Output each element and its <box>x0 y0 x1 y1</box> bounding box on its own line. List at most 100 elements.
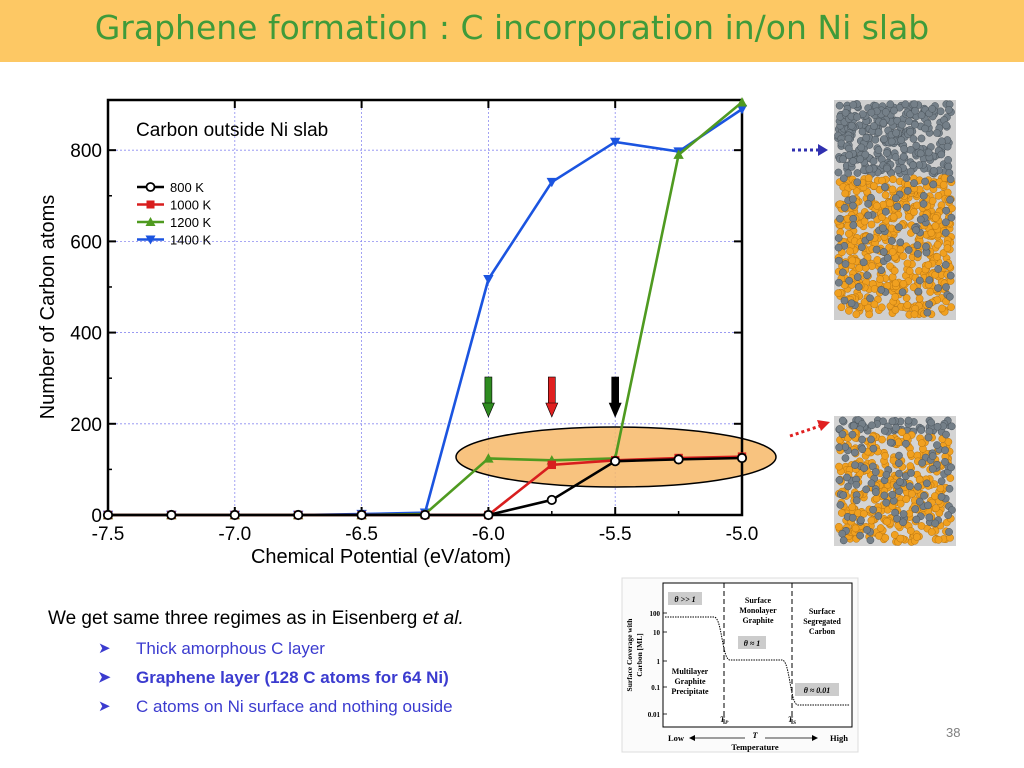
atom <box>853 113 861 121</box>
atom <box>860 298 869 306</box>
atom <box>921 177 929 186</box>
data-point <box>483 453 494 463</box>
atom <box>885 199 894 208</box>
atom <box>847 299 856 308</box>
atom <box>910 179 918 188</box>
data-point <box>145 217 156 226</box>
series-800-K <box>102 452 748 521</box>
atom <box>881 191 890 199</box>
atom <box>881 533 890 542</box>
y-tick-label: 0 <box>91 506 102 527</box>
atom <box>870 182 878 190</box>
atom <box>923 308 932 317</box>
atom <box>867 435 875 444</box>
atom <box>917 111 926 120</box>
atom <box>942 283 950 291</box>
atom <box>892 423 900 432</box>
atom <box>865 165 874 173</box>
regime-chart: 100 10 1 0.1 0.01 θ >> 1 θ ≈ 1 θ ≈ 0.01 Multilay… <box>621 577 859 753</box>
atom <box>841 189 850 198</box>
atom <box>924 433 933 442</box>
atom <box>942 430 950 439</box>
data-point <box>166 509 177 521</box>
atom <box>948 506 956 514</box>
atom <box>852 496 861 505</box>
atom <box>858 435 866 444</box>
regime-arrow <box>611 376 620 406</box>
atom <box>863 271 871 280</box>
atom <box>852 310 861 319</box>
data-point <box>546 177 557 188</box>
atom <box>917 439 926 448</box>
atom <box>912 226 920 234</box>
atom <box>867 108 876 117</box>
atom <box>947 463 955 472</box>
atom <box>843 473 851 482</box>
regime-marker: T <box>720 715 726 724</box>
bullet-item: ➤ Thick amorphous C layer <box>48 639 608 662</box>
atom <box>946 175 955 184</box>
atom <box>924 261 933 269</box>
atom <box>889 175 897 184</box>
atom <box>921 124 929 133</box>
atom <box>883 149 891 157</box>
atom <box>869 444 878 453</box>
lead-italic: et al. <box>422 608 464 629</box>
y-axis-label: Number of Carbon atoms <box>37 195 59 420</box>
atom <box>834 234 843 242</box>
atom <box>873 256 882 264</box>
atom <box>880 491 889 500</box>
regime-arrow-head <box>481 402 495 418</box>
atom <box>888 248 897 256</box>
atom <box>942 121 951 130</box>
atom <box>845 306 853 315</box>
atom <box>845 276 853 285</box>
bullet-arrow-icon: ➤ <box>98 669 111 686</box>
atom <box>896 245 905 254</box>
atom <box>918 459 926 467</box>
atom <box>888 490 897 499</box>
atom <box>835 101 844 110</box>
atom <box>934 265 943 273</box>
atom <box>852 187 861 196</box>
atom <box>944 162 953 171</box>
pointer-arrow-head <box>818 144 828 156</box>
atom <box>900 145 908 153</box>
atom <box>941 218 950 227</box>
data-point <box>146 200 155 209</box>
atom <box>902 433 911 441</box>
atom <box>943 142 952 151</box>
atom <box>919 191 928 200</box>
atom <box>944 156 952 164</box>
atom <box>941 458 949 466</box>
atom <box>857 243 866 252</box>
atom <box>836 501 845 509</box>
regime-label: Precipitate <box>671 687 709 696</box>
atom <box>836 214 844 223</box>
atom <box>937 150 946 159</box>
regime-y-tick-label: 0.01 <box>648 711 661 719</box>
atom <box>920 491 928 500</box>
regime-x-high: High <box>830 733 848 743</box>
atom <box>872 494 881 503</box>
atom <box>876 524 885 532</box>
atom <box>864 211 873 220</box>
regime-badge <box>795 683 839 696</box>
atom <box>915 276 924 285</box>
atom <box>834 256 843 265</box>
atom <box>899 252 908 261</box>
atom <box>927 229 936 237</box>
atom <box>847 121 856 130</box>
atom <box>871 468 880 476</box>
regime-label: Monolayer <box>739 606 777 615</box>
atom <box>862 485 870 494</box>
atom <box>881 207 890 216</box>
atom <box>849 421 858 430</box>
atom <box>945 484 954 493</box>
atom <box>867 479 876 488</box>
regime-label: Surface <box>809 607 836 616</box>
simulation-images <box>789 100 956 546</box>
atom <box>893 202 902 211</box>
atom <box>865 233 874 241</box>
atom <box>872 245 881 254</box>
